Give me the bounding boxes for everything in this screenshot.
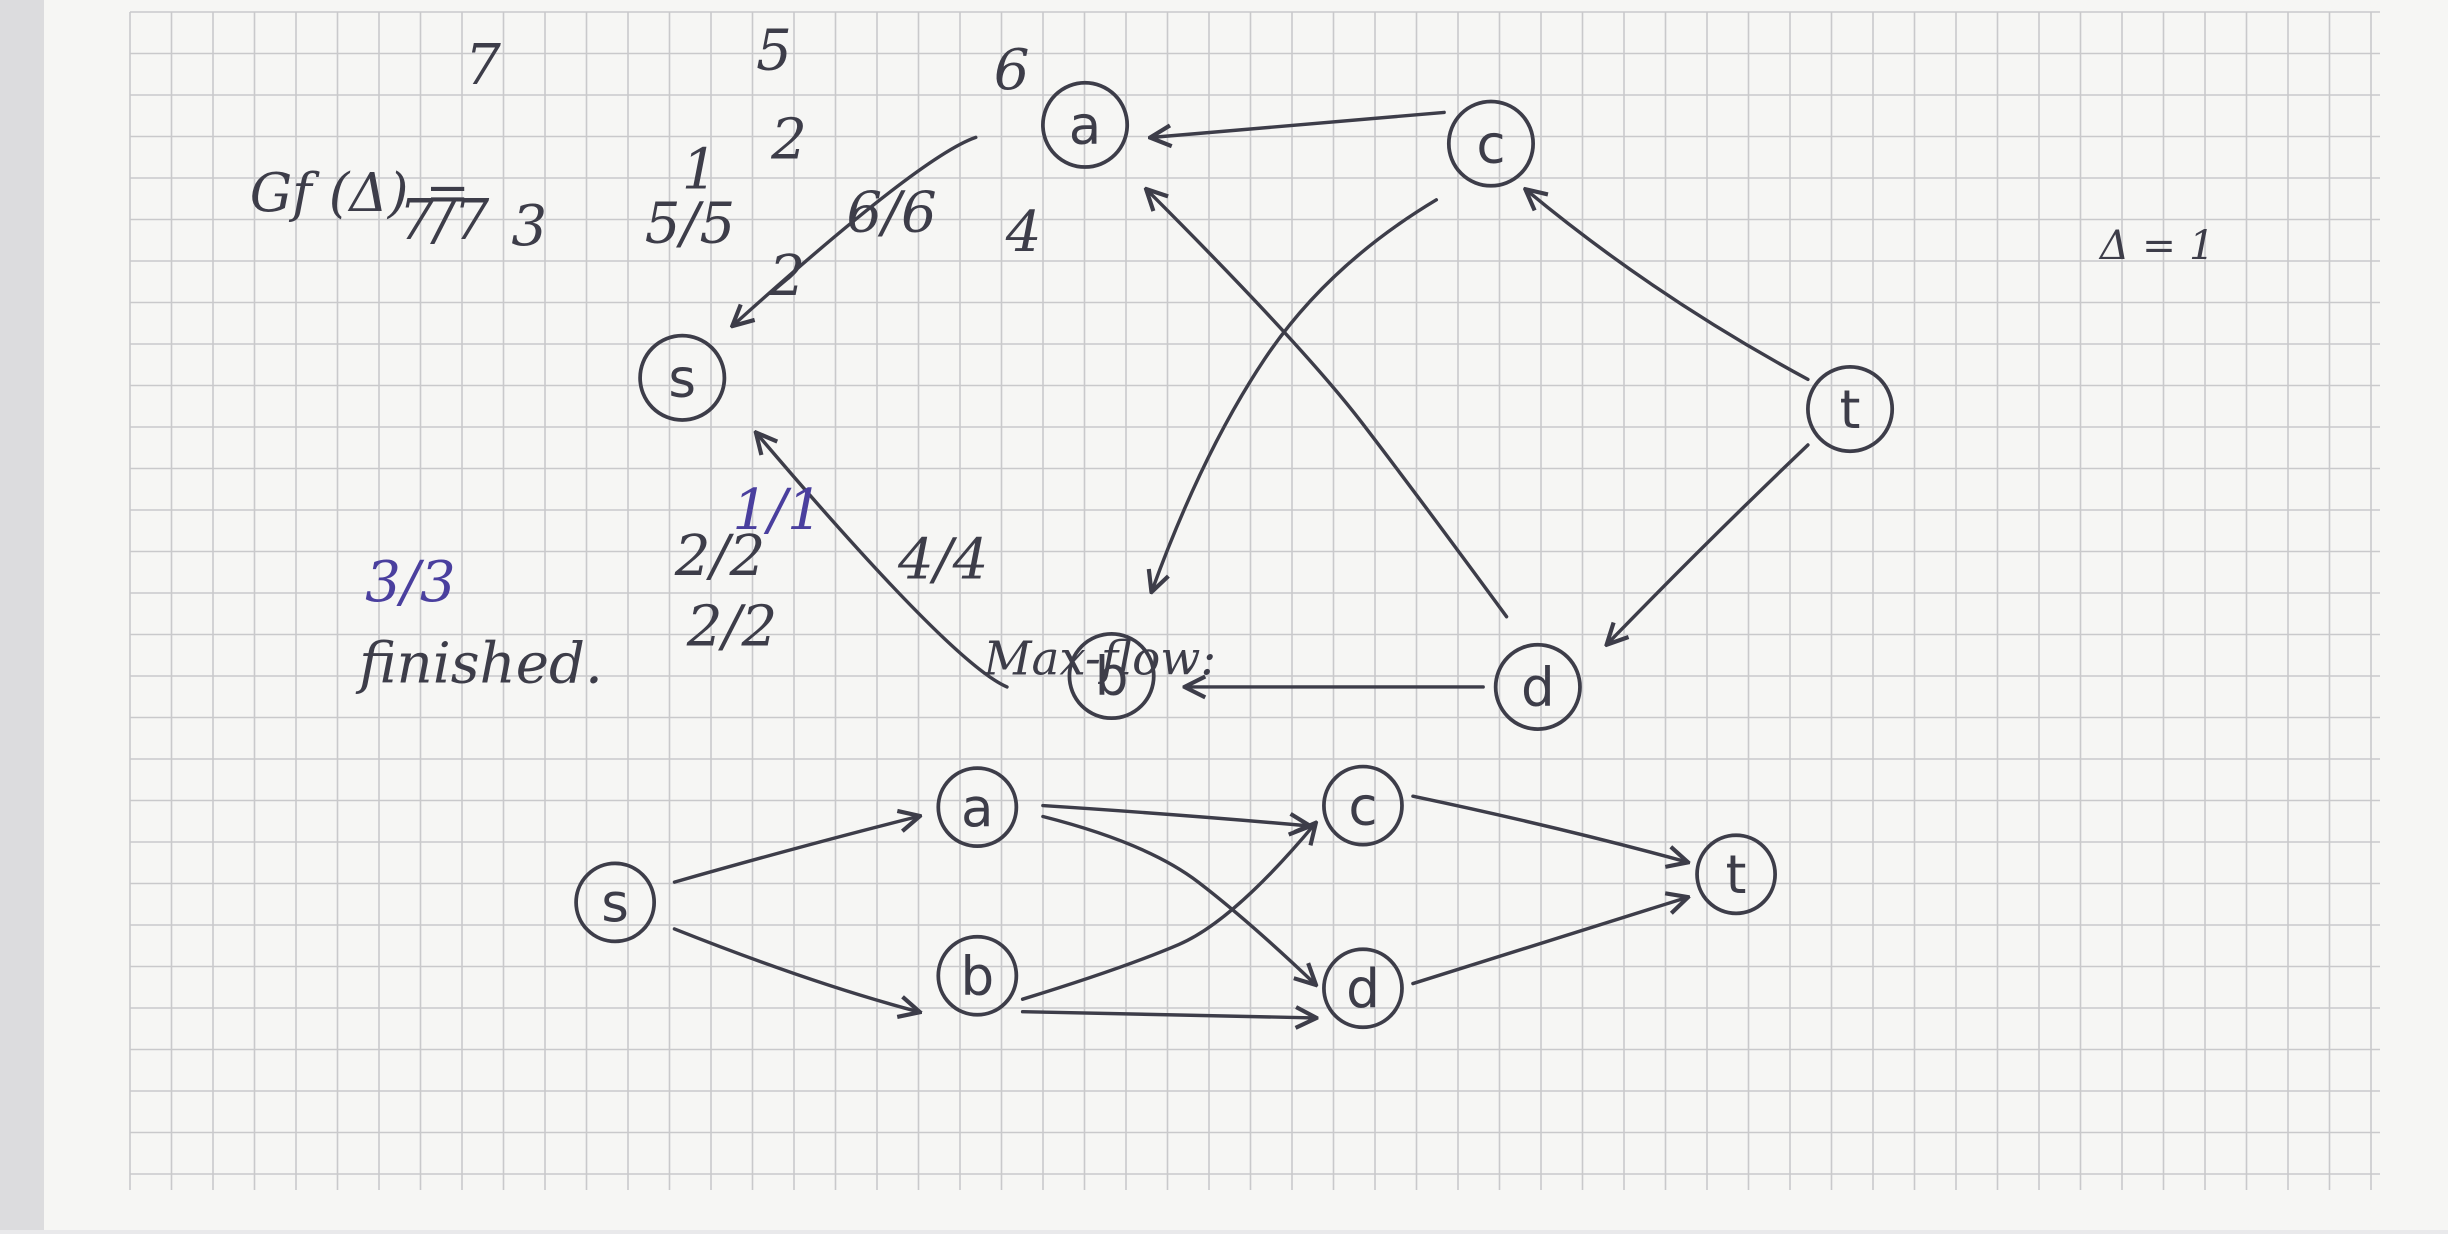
residual-node-t-circle xyxy=(1806,365,1895,454)
residual-edge-label-t-d: 4 xyxy=(1005,200,1042,265)
residual-node-d-circle xyxy=(1493,642,1582,731)
page-edge-shadow xyxy=(0,0,44,1230)
residual-edge-c-b xyxy=(1152,198,1439,590)
maxflow-edge-b-d xyxy=(1020,1012,1315,1018)
residual-edges: 7 3 5 212 6 4 xyxy=(465,19,1810,689)
residual-edge-label-d-a: 2 xyxy=(770,107,807,172)
finished-label: finished. xyxy=(355,631,603,696)
residual-edge-label-c-a: 5 xyxy=(756,19,792,84)
residual-node-s: s xyxy=(668,348,696,410)
residual-edge-b-s xyxy=(757,434,1009,689)
residual-edge-t-d xyxy=(1608,443,1810,643)
maxflow-node-c: c xyxy=(1348,775,1377,837)
maxflow-node-b-circle xyxy=(936,934,1019,1017)
residual-edge-t-c xyxy=(1527,190,1810,382)
max-flow-edges: 7/73/35/52/21/12/26/64/4 xyxy=(365,181,1686,1018)
max-flow-nodes: s a b c d t xyxy=(574,764,1777,1030)
grid-lines xyxy=(129,11,2380,1190)
maxflow-edge-label-b-d: 2/2 xyxy=(686,595,777,660)
maxflow-node-d-circle xyxy=(1322,947,1404,1030)
residual-edge-d-a xyxy=(1148,190,1509,619)
residual-node-t: t xyxy=(1840,379,1861,441)
maxflow-edge-b-c xyxy=(1020,824,1315,1001)
maxflow-node-c-circle xyxy=(1322,764,1404,847)
residual-node-a: a xyxy=(1069,95,1102,157)
maxflow-node-d: d xyxy=(1346,958,1380,1020)
maxflow-node-b: b xyxy=(960,946,994,1008)
residual-node-c: c xyxy=(1476,113,1505,175)
residual-edge-label-b-s: 3 xyxy=(511,194,547,259)
residual-edge-a-s xyxy=(734,135,978,324)
residual-node-a-circle xyxy=(1041,80,1130,169)
maxflow-edge-label-a-c: 5/5 xyxy=(645,191,735,256)
maxflow-node-s: s xyxy=(601,872,629,934)
maxflow-edge-s-b xyxy=(672,927,918,1012)
residual-nodes: s a b c d t xyxy=(638,80,1895,731)
maxflow-edge-label-b-c: 1/1 xyxy=(732,478,822,543)
residual-edge-label-a-s: 7 xyxy=(465,33,501,98)
maxflow-node-t-circle xyxy=(1695,833,1777,916)
maxflow-node-t: t xyxy=(1726,844,1747,906)
residual-edge-label-c-b: 1 xyxy=(682,137,718,202)
maxflow-edge-c-t xyxy=(1411,794,1686,862)
maxflow-edge-label-d-t: 4/4 xyxy=(897,527,988,592)
maxflow-edge-label-a-d: 2/2 xyxy=(674,524,765,589)
maxflow-edge-s-a xyxy=(672,817,918,884)
maxflow-edge-a-c xyxy=(1041,803,1308,826)
residual-node-b-circle xyxy=(1067,631,1156,721)
residual-node-s-circle xyxy=(638,333,727,422)
residual-edge-c-a xyxy=(1152,110,1446,137)
maxflow-edge-label-s-b: 3/3 xyxy=(365,550,455,615)
maxflow-edge-label-s-a: 7/7 xyxy=(399,188,490,253)
maxflow-edge-label-c-t: 6/6 xyxy=(846,181,936,246)
residual-graph: Gf (Δ) = Δ = 1 7 3 5 212 6 4 s a b c d t xyxy=(250,19,2215,731)
residual-node-b: b xyxy=(1095,646,1129,708)
maxflow-edge-a-d xyxy=(1041,814,1315,984)
delta-note: Δ = 1 xyxy=(2098,221,2215,269)
residual-edge-label-d-b: 2 xyxy=(768,244,805,309)
maxflow-node-s-circle xyxy=(574,861,657,944)
maxflow-node-a-circle xyxy=(936,766,1019,849)
max-flow-label: Max-flow: xyxy=(983,632,1217,686)
residual-node-c-circle xyxy=(1446,99,1535,188)
residual-node-d: d xyxy=(1521,657,1555,719)
residual-graph-label: Gf (Δ) = xyxy=(250,162,470,224)
residual-edge-label-t-c: 6 xyxy=(994,38,1030,103)
maxflow-edge-d-t xyxy=(1411,898,1686,986)
maxflow-node-a: a xyxy=(961,777,994,839)
max-flow-graph: Max-flow: 7/73/35/52/21/12/26/64/4 sabcd… xyxy=(365,181,1777,1030)
